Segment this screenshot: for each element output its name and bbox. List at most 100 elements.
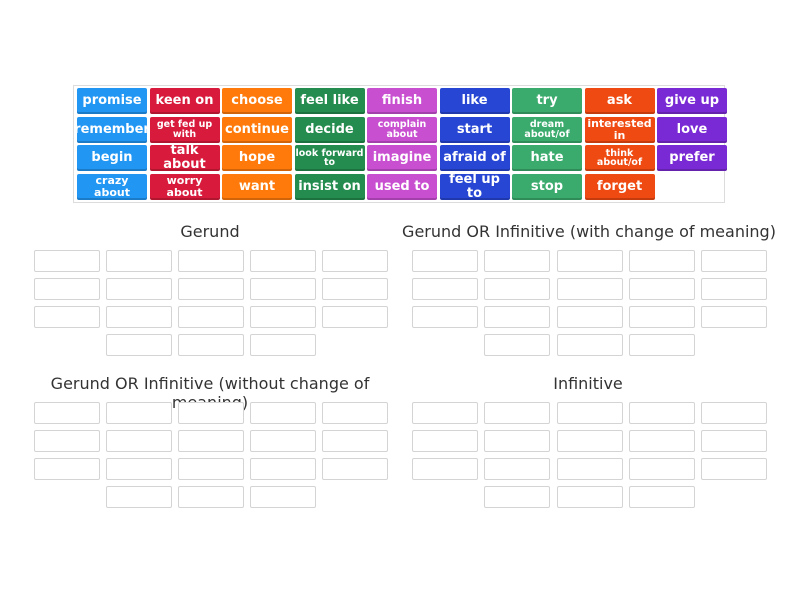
word-tile[interactable]: want [222,173,292,200]
word-tile[interactable]: prefer [657,145,727,171]
word-tile[interactable]: try [512,88,582,114]
drop-slot-gerund-or-infinitive-without-change[interactable] [34,430,100,452]
drop-slot-gerund-or-infinitive-with-change[interactable] [484,278,550,300]
drop-slot-gerund-or-infinitive-with-change[interactable] [412,278,478,300]
word-tile[interactable]: begin [77,145,147,171]
drop-slot-gerund[interactable] [106,334,172,356]
drop-slot-gerund-or-infinitive-without-change[interactable] [322,458,388,480]
drop-slot-gerund-or-infinitive-without-change[interactable] [322,402,388,424]
word-tile[interactable]: feel like [294,88,365,114]
drop-slot-gerund-or-infinitive-without-change[interactable] [250,486,316,508]
drop-slot-infinitive[interactable] [629,430,695,452]
drop-slot-gerund-or-infinitive-without-change[interactable] [178,430,244,452]
drop-slot-infinitive[interactable] [412,430,478,452]
drop-slot-infinitive[interactable] [629,402,695,424]
drop-slot-gerund[interactable] [322,278,388,300]
drop-slot-gerund[interactable] [34,306,100,328]
drop-slot-infinitive[interactable] [701,458,767,480]
word-tile[interactable]: dream about/of [512,116,582,143]
drop-slot-gerund-or-infinitive-with-change[interactable] [557,306,623,328]
drop-slot-gerund-or-infinitive-with-change[interactable] [557,334,623,356]
drop-slot-gerund[interactable] [178,250,244,272]
drop-slot-gerund[interactable] [106,306,172,328]
drop-slot-infinitive[interactable] [557,430,623,452]
word-tile[interactable]: stop [512,173,582,200]
drop-slot-gerund-or-infinitive-with-change[interactable] [484,250,550,272]
word-tile[interactable]: finish [367,88,437,114]
drop-slot-gerund-or-infinitive-with-change[interactable] [629,306,695,328]
drop-slot-gerund-or-infinitive-without-change[interactable] [178,486,244,508]
word-tile[interactable]: crazy about [77,173,147,200]
word-tile[interactable]: insist on [294,173,365,200]
word-tile[interactable]: like [439,88,510,114]
word-tile[interactable]: love [657,116,727,143]
drop-slot-gerund-or-infinitive-with-change[interactable] [629,334,695,356]
word-tile[interactable]: hate [512,145,582,171]
drop-slot-infinitive[interactable] [557,402,623,424]
drop-slot-infinitive[interactable] [701,402,767,424]
drop-slot-gerund-or-infinitive-with-change[interactable] [629,250,695,272]
word-tile[interactable]: continue [222,116,292,143]
drop-slot-gerund-or-infinitive-without-change[interactable] [106,402,172,424]
drop-slot-gerund[interactable] [322,306,388,328]
drop-slot-gerund[interactable] [250,278,316,300]
drop-slot-gerund-or-infinitive-without-change[interactable] [34,402,100,424]
drop-slot-gerund[interactable] [250,306,316,328]
drop-slot-infinitive[interactable] [412,458,478,480]
drop-slot-gerund[interactable] [250,334,316,356]
word-tile[interactable]: remember [74,116,150,143]
word-tile[interactable]: worry about [149,173,220,200]
drop-slot-infinitive[interactable] [484,486,550,508]
word-tile[interactable]: forget [584,173,655,200]
word-tile[interactable]: afraid of [439,145,510,171]
drop-slot-infinitive[interactable] [484,430,550,452]
drop-slot-gerund[interactable] [106,250,172,272]
drop-slot-gerund-or-infinitive-without-change[interactable] [106,430,172,452]
drop-slot-gerund-or-infinitive-without-change[interactable] [106,486,172,508]
word-tile[interactable]: choose [222,88,292,114]
word-tile[interactable]: promise [77,88,147,114]
drop-slot-infinitive[interactable] [412,402,478,424]
word-tile[interactable]: decide [294,116,365,143]
drop-slot-infinitive[interactable] [484,402,550,424]
word-tile[interactable]: talk about [149,144,220,171]
word-tile[interactable]: hope [222,145,292,171]
word-tile[interactable]: feel up to [439,173,510,200]
drop-slot-gerund-or-infinitive-with-change[interactable] [629,278,695,300]
drop-slot-infinitive[interactable] [629,486,695,508]
drop-slot-gerund-or-infinitive-with-change[interactable] [484,306,550,328]
word-tile[interactable]: look forward to [294,145,365,171]
drop-slot-gerund-or-infinitive-with-change[interactable] [557,250,623,272]
word-tile[interactable]: get fed up with [149,116,220,143]
drop-slot-gerund-or-infinitive-with-change[interactable] [557,278,623,300]
drop-slot-infinitive[interactable] [557,486,623,508]
drop-slot-gerund-or-infinitive-with-change[interactable] [701,306,767,328]
drop-slot-gerund-or-infinitive-without-change[interactable] [250,402,316,424]
drop-slot-gerund[interactable] [178,278,244,300]
drop-slot-gerund-or-infinitive-with-change[interactable] [701,250,767,272]
drop-slot-gerund-or-infinitive-without-change[interactable] [106,458,172,480]
drop-slot-gerund-or-infinitive-with-change[interactable] [701,278,767,300]
word-tile[interactable]: think about/of [584,145,655,171]
word-tile[interactable]: keen on [149,88,220,114]
word-tile[interactable]: complain about [367,116,437,143]
drop-slot-gerund-or-infinitive-with-change[interactable] [484,334,550,356]
drop-slot-gerund-or-infinitive-without-change[interactable] [250,430,316,452]
word-tile[interactable]: start [439,116,510,143]
word-tile[interactable]: used to [367,173,437,200]
drop-slot-gerund[interactable] [322,250,388,272]
drop-slot-infinitive[interactable] [557,458,623,480]
drop-slot-gerund[interactable] [178,306,244,328]
word-tile[interactable]: imagine [367,145,437,171]
drop-slot-infinitive[interactable] [484,458,550,480]
word-tile[interactable]: interested in [584,116,655,143]
drop-slot-gerund[interactable] [106,278,172,300]
drop-slot-infinitive[interactable] [701,430,767,452]
drop-slot-gerund-or-infinitive-without-change[interactable] [34,458,100,480]
drop-slot-gerund-or-infinitive-with-change[interactable] [412,250,478,272]
drop-slot-gerund[interactable] [34,250,100,272]
word-tile[interactable]: ask [584,88,655,114]
drop-slot-gerund-or-infinitive-without-change[interactable] [178,458,244,480]
drop-slot-gerund[interactable] [250,250,316,272]
drop-slot-gerund-or-infinitive-with-change[interactable] [412,306,478,328]
